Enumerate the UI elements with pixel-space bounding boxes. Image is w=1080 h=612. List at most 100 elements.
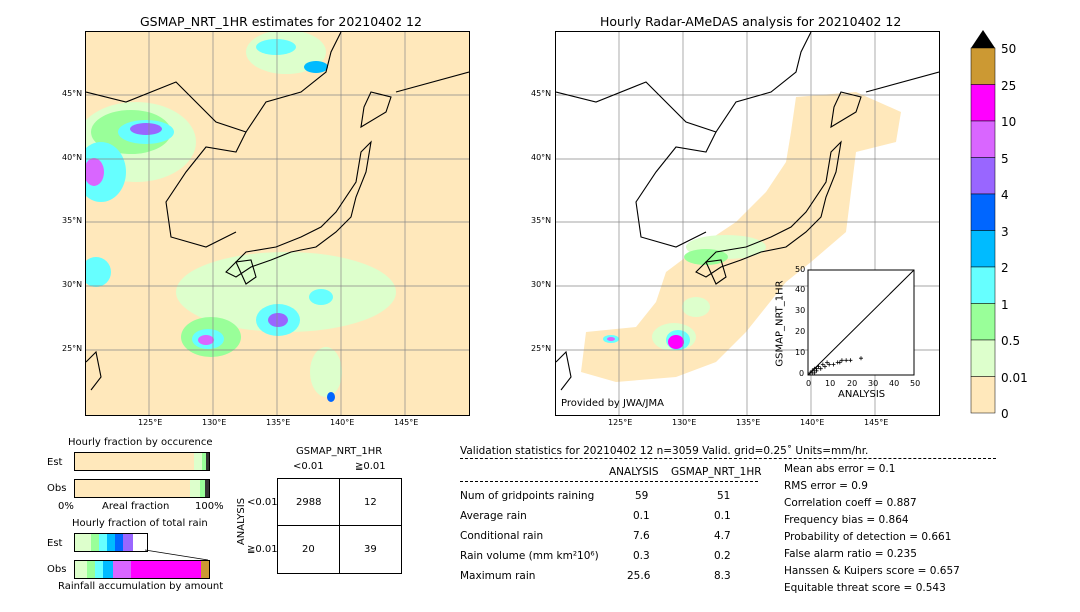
colorbar-band <box>970 266 996 304</box>
scatter-point <box>831 362 836 367</box>
inset-ylabel: GSMAP_NRT_1HR <box>774 280 786 367</box>
stat-label-raining: Num of gridpoints raining <box>460 490 595 502</box>
right-lat-label-35: 35°N <box>531 216 552 225</box>
cb-label-3: 3 <box>1001 225 1009 239</box>
right-lat-label-45: 45°N <box>531 89 552 98</box>
total-rain-caption: Rainfall accumulation by amount <box>58 581 224 592</box>
colorbar <box>970 30 996 414</box>
scatter-point <box>848 358 853 363</box>
colorbar-band <box>970 193 996 231</box>
left-map-title: GSMAP_NRT_1HR estimates for 20210402 12 <box>140 14 422 29</box>
inset-x-tick-50: 50 <box>910 379 921 388</box>
left-lat-label-40: 40°N <box>62 153 83 162</box>
occurrence-axis-mid: Areal fraction <box>102 501 170 512</box>
contingency-row-lt: <0.01 <box>247 497 278 508</box>
left-lon-label-140: 140°E <box>330 418 355 427</box>
contingency-cell-1-0: 20 <box>302 544 315 555</box>
stat-analysis-volume: 0.3 <box>633 550 650 562</box>
grid-left <box>86 32 469 415</box>
contingency-row-ge: ≧0.01 <box>247 544 278 555</box>
stat-gsmap-maximum: 8.3 <box>714 570 731 582</box>
scatter-point <box>812 370 817 375</box>
inset-y-tick-50: 50 <box>795 265 806 274</box>
contingency-title: GSMAP_NRT_1HR <box>296 446 383 457</box>
validation-header-rule <box>460 458 996 459</box>
contingency-cell-0-1: 12 <box>364 497 377 508</box>
left-lon-label-135: 135°E <box>266 418 291 427</box>
scatter-point <box>837 360 842 365</box>
stat-analysis-raining: 59 <box>635 490 649 502</box>
colorbar-band <box>970 303 996 341</box>
stat-label-conditional: Conditional rain <box>460 530 544 542</box>
colorbar-band <box>970 339 996 377</box>
stat-gsmap-volume: 0.2 <box>714 550 731 562</box>
inset-y-tick-0: 0 <box>799 369 805 378</box>
scatter-point <box>825 360 830 365</box>
inset-x-tick-30: 30 <box>868 379 879 388</box>
colorbar-labels: 50 25 10 5 4 3 2 1 0.5 0.01 0 <box>1001 42 1041 422</box>
scatter-point <box>820 362 825 367</box>
cb-label-4: 4 <box>1001 188 1009 202</box>
score-hk: Hanssen & Kuipers score = 0.657 <box>784 565 960 577</box>
right-lon-label-125: 125°E <box>608 418 633 427</box>
cb-label-0: 0 <box>1001 407 1009 421</box>
right-lat-label-40: 40°N <box>531 153 552 162</box>
validation-header: Validation statistics for 20210402 12 n=… <box>460 445 869 457</box>
occurrence-row-est: Est <box>47 457 63 468</box>
left-lon-label-145: 145°E <box>394 418 419 427</box>
stat-label-average: Average rain <box>460 510 527 522</box>
scatter-point <box>859 356 863 361</box>
scatter-point <box>818 366 823 371</box>
right-lat-label-30: 30°N <box>531 280 552 289</box>
colorbar-band <box>970 230 996 268</box>
validation-table-rule <box>460 481 758 482</box>
score-mae: Mean abs error = 0.1 <box>784 463 896 475</box>
cb-label-1: 1 <box>1001 298 1009 312</box>
radar-coverage <box>581 92 901 382</box>
occurrence-axis-left: 0% <box>58 501 74 512</box>
score-ets: Equitable threat score = 0.543 <box>784 582 946 594</box>
total-rain-title: Hourly fraction of total rain <box>72 518 208 529</box>
cb-label-25: 25 <box>1001 79 1017 93</box>
colorbar-band <box>970 120 996 158</box>
coastline-right <box>556 32 939 391</box>
colorbar-band <box>970 376 996 414</box>
stat-gsmap-conditional: 4.7 <box>714 530 731 542</box>
cb-label-50: 50 <box>1001 42 1017 56</box>
left-lat-label-25: 25°N <box>62 344 83 353</box>
occurrence-row-obs: Obs <box>47 483 67 494</box>
score-far: False alarm ratio = 0.235 <box>784 548 917 560</box>
right-map-svg <box>556 32 939 415</box>
cb-label-2: 2 <box>1001 261 1009 275</box>
validation-col-analysis: ANALYSIS <box>609 466 659 478</box>
cb-label-5: 5 <box>1001 152 1009 166</box>
left-lat-label-30: 30°N <box>62 280 83 289</box>
scatter-point <box>822 364 827 369</box>
scatter-point <box>816 364 821 369</box>
total-rain-bar-est <box>74 533 148 552</box>
scatter-point <box>814 366 819 371</box>
scatter-points <box>808 356 863 375</box>
inset-y-tick-30: 30 <box>795 306 806 315</box>
left-lon-label-125: 125°E <box>138 418 163 427</box>
right-lat-label-25: 25°N <box>531 344 552 353</box>
scatter-point <box>827 362 832 367</box>
colorbar-band <box>970 157 996 195</box>
inset-x-tick-10: 10 <box>825 379 836 388</box>
left-lon-label-130: 130°E <box>202 418 227 427</box>
score-rmse: RMS error = 0.9 <box>784 480 868 492</box>
colorbar-band <box>970 84 996 122</box>
grid-right <box>556 32 939 415</box>
stat-label-volume: Rain volume (mm km²10⁶) <box>460 550 599 562</box>
right-lon-label-145: 145°E <box>864 418 889 427</box>
cb-label-10: 10 <box>1001 115 1017 129</box>
rain-field-left <box>86 32 396 402</box>
inset-y-tick-40: 40 <box>795 285 806 294</box>
stat-label-maximum: Maximum rain <box>460 570 536 582</box>
left-map-svg <box>86 32 469 415</box>
colorbar-over-arrow <box>971 30 995 48</box>
inset-x-tick-40: 40 <box>889 379 900 388</box>
inset-scatter <box>807 269 915 376</box>
occurrence-title: Hourly fraction by occurence <box>68 437 213 448</box>
contingency-cell-0-0: 2988 <box>296 497 322 508</box>
